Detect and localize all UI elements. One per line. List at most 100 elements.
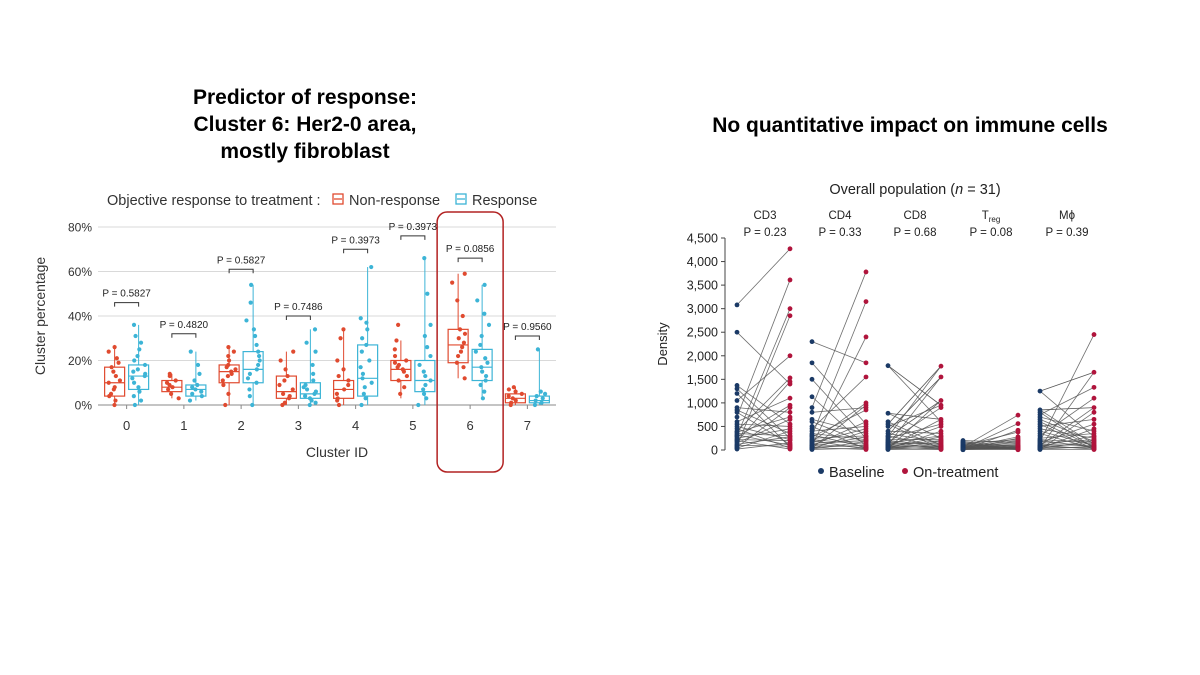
data-point [509,400,514,405]
data-point [479,333,484,339]
data-point [283,367,288,372]
data-point [461,365,466,370]
data-point [334,391,340,396]
data-point [336,373,341,379]
baseline-point [734,409,740,415]
data-point [396,362,402,368]
data-point [506,387,511,392]
pair-line [887,423,942,439]
pair-line [736,433,791,437]
data-point [304,340,309,345]
data-point [360,371,366,376]
data-point [281,391,286,396]
pair-line [887,365,942,438]
pair-line [962,437,1019,450]
group-label-main: CD8 [903,210,926,222]
data-point [307,396,313,401]
y-tick-label: 0% [75,399,93,413]
p-value-label: P = 0.7486 [274,302,323,313]
data-point [135,367,140,372]
data-point [479,365,484,370]
pair-line [811,409,867,438]
baseline-point [734,302,740,308]
data-point [226,358,232,363]
data-point [417,362,422,368]
baseline-point [809,360,815,366]
pair-line [1039,428,1095,449]
data-point [396,378,401,383]
data-point [454,360,460,365]
data-point [303,394,308,399]
pair-line [887,365,942,425]
on-treatment-point [1091,384,1097,390]
data-point [513,398,518,403]
data-point [114,356,119,361]
x-tick-label: 2 [238,418,245,433]
x-tick-label: 6 [467,418,474,433]
data-point [113,398,118,403]
data-point [132,358,137,363]
on-treatment-point [863,334,869,340]
on-treatment-point [1091,395,1097,401]
data-point [130,376,135,381]
box-response [242,351,264,384]
y-tick-label: 40% [68,310,92,324]
data-point [367,358,372,363]
data-point [458,349,464,354]
group-p-value: P = 0.39 [1046,227,1089,239]
data-point [257,358,262,363]
pair-line [887,412,942,420]
data-point [311,371,316,376]
data-point [404,358,409,363]
data-point [192,378,197,383]
data-point [287,394,292,399]
y-tick-label: 4,000 [687,255,718,269]
data-point [112,402,117,408]
pair-line [736,426,791,441]
pair-line [736,331,791,385]
data-point [456,336,461,341]
x-tick-label: 3 [295,418,302,433]
pair-line [1039,411,1095,450]
data-point [360,336,365,341]
data-point [455,298,460,303]
data-point [131,394,136,399]
pair-line [887,433,942,443]
group-p-value: P = 0.08 [970,227,1013,239]
box-response [471,348,493,382]
baseline-point [734,398,740,403]
data-point [392,360,398,365]
pair-line [962,431,1019,447]
pair-line [736,436,791,445]
data-point [538,389,543,394]
legend-label: Response [472,193,537,209]
legend-on-treatment-label: On-treatment [913,465,998,481]
legend-baseline-dot [818,468,824,474]
pair-line [1039,407,1095,447]
baseline-point [885,424,891,429]
pair-line [811,421,867,447]
pair-line [1039,433,1095,439]
y-tick-label: 3,000 [687,302,718,316]
data-point [244,318,249,323]
data-point [462,271,467,276]
data-point [226,353,231,359]
data-point [131,322,137,327]
data-point [482,311,487,316]
data-point [112,385,117,390]
data-point [116,360,121,365]
data-point [394,338,399,343]
group-label: CD8 [903,210,926,222]
box-response [414,359,436,393]
x-tick-label: 7 [524,418,531,433]
pair-line [736,407,791,448]
data-point [425,345,430,350]
data-point [109,365,114,370]
data-point [402,385,407,390]
data-point [133,333,138,339]
pair-line [811,402,867,442]
pair-line [1039,407,1095,411]
baseline-point [809,339,815,345]
data-point [482,282,487,287]
